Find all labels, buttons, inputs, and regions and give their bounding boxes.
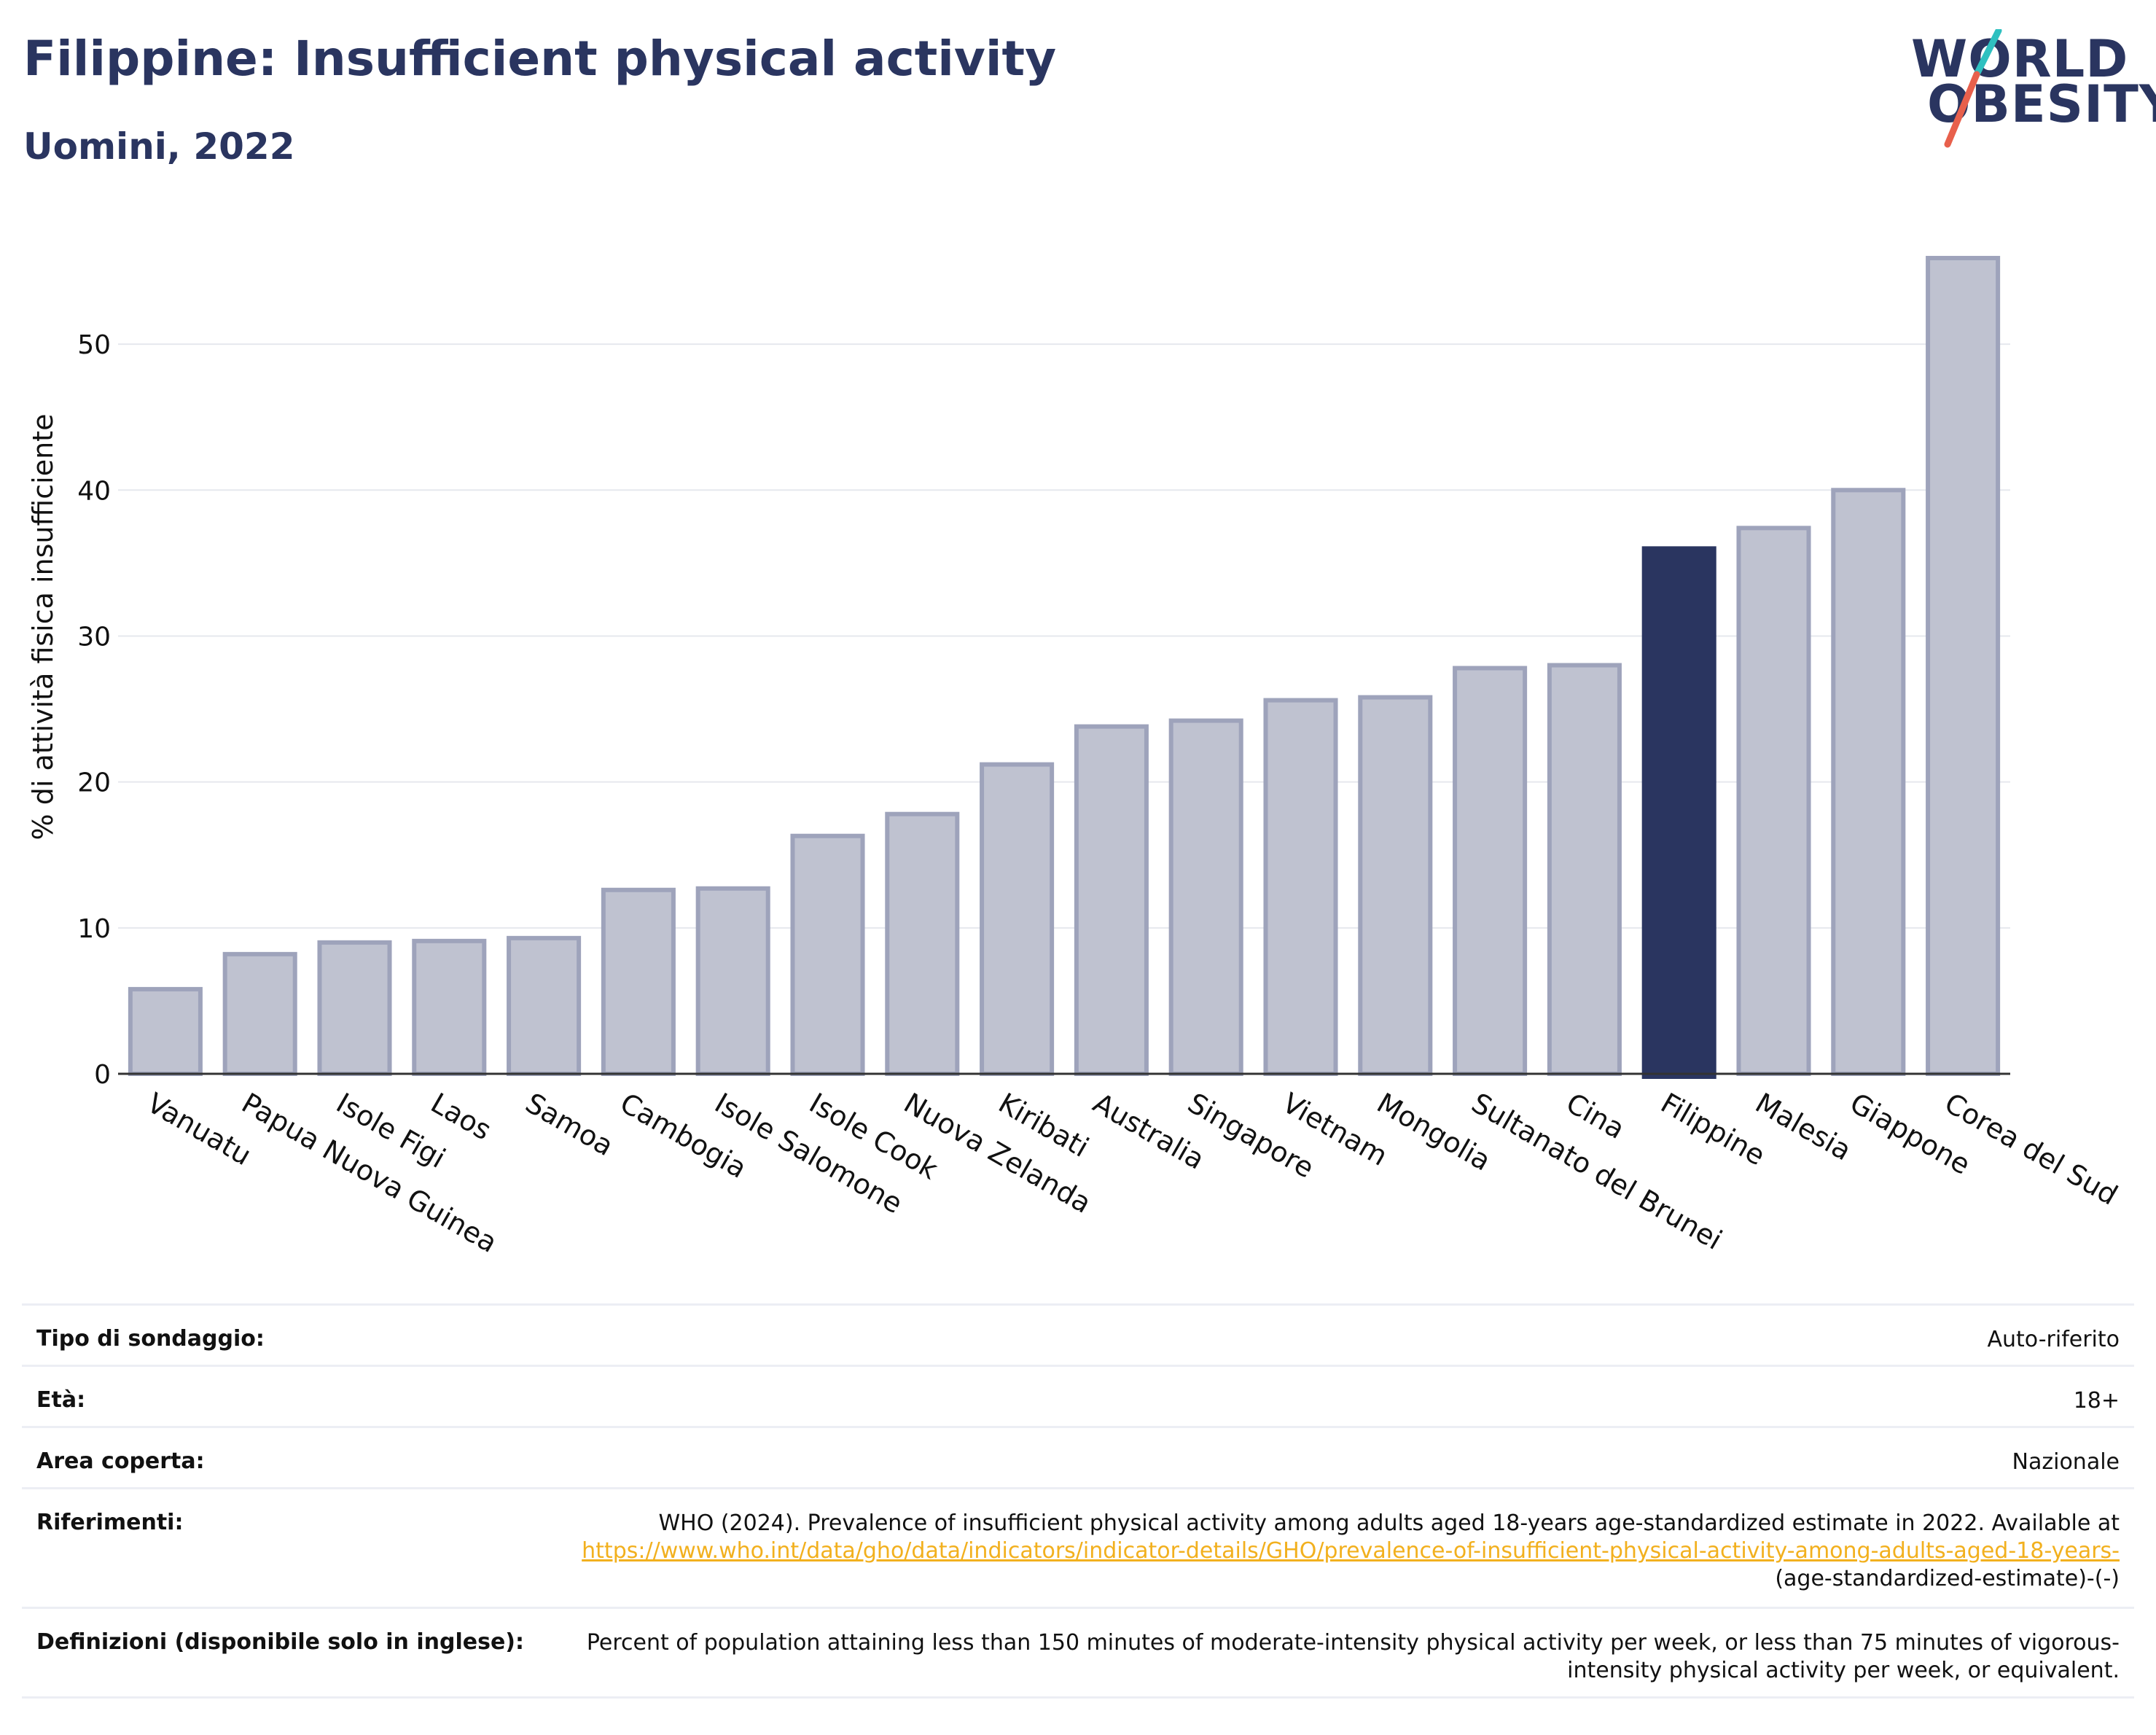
gridlines	[118, 343, 2010, 929]
bar-singapore	[1168, 718, 1243, 1076]
bar-samoa	[507, 935, 582, 1076]
chart-title: Filippine: Insufficient physical activit…	[23, 31, 1057, 87]
bar-malesia	[1736, 526, 1811, 1076]
bar-cambogia	[601, 887, 676, 1076]
bar-vanuatu	[128, 986, 203, 1076]
bar-sultanato-del-brunei	[1453, 666, 1528, 1076]
bars	[128, 256, 2001, 1079]
references-suffix: (age-standardized-estimate)-(-)	[1775, 1566, 2120, 1591]
x-tick-label: Samoa	[520, 1087, 619, 1163]
survey-type-label: Tipo di sondaggio:	[36, 1326, 265, 1352]
y-tick-label: 20	[77, 768, 111, 798]
age-value: 18+	[2073, 1388, 2120, 1414]
survey-type-value: Auto-riferito	[1987, 1327, 2120, 1352]
logo-line-1: WORLD	[1911, 29, 2129, 89]
logo-slash-icon	[1944, 29, 2002, 148]
bar-giappone	[1831, 488, 1906, 1077]
bar-filippine	[1641, 546, 1716, 1079]
bar-nuova-zelanda	[885, 811, 960, 1077]
y-tick-label: 30	[77, 622, 111, 652]
bar-cina	[1547, 663, 1622, 1076]
x-tick-label: Cina	[1561, 1087, 1630, 1145]
definitions-label: Definizioni (disponibile solo in inglese…	[36, 1629, 524, 1655]
metadata-table: Tipo di sondaggio: Auto-riferito Età: 18…	[22, 1303, 2134, 1699]
bar-isole-cook	[790, 833, 865, 1076]
bar-papua-nuova-guinea	[222, 951, 297, 1077]
y-tick-label: 50	[77, 330, 111, 360]
area-label: Area coperta:	[36, 1449, 205, 1474]
x-tick-label: Malesia	[1750, 1087, 1856, 1167]
world-obesity-logo: WORLD OBESITY	[1895, 29, 2156, 160]
bar-vietnam	[1263, 698, 1338, 1076]
references-text: WHO (2024). Prevalence of insufficient p…	[658, 1510, 2120, 1536]
x-tick-label: Filippine	[1655, 1087, 1770, 1172]
bar-australia	[1074, 724, 1149, 1076]
meta-row-age: Età: 18+	[22, 1365, 2134, 1426]
references-label: Riferimenti:	[36, 1510, 184, 1535]
bar-isole-salomone	[695, 886, 770, 1077]
meta-row-survey-type: Tipo di sondaggio: Auto-riferito	[22, 1303, 2134, 1365]
bar-laos	[412, 938, 487, 1076]
bar-isole-figi	[317, 940, 392, 1077]
x-tick-label: Vanuatu	[141, 1087, 257, 1171]
y-axis-label: % di attività fisica insufficiente	[27, 414, 59, 841]
y-tick-label: 40	[77, 476, 111, 506]
y-tick-label: 10	[77, 914, 111, 944]
references-link[interactable]: https://www.who.int/data/gho/data/indica…	[582, 1538, 2120, 1564]
y-axis: 0 10 20 30 40 50	[77, 330, 111, 1090]
bar-corea-del-sud	[1926, 256, 2001, 1077]
bar-kiribati	[980, 762, 1055, 1076]
bar-mongolia	[1358, 695, 1433, 1076]
references-value: WHO (2024). Prevalence of insufficient p…	[531, 1510, 2120, 1593]
meta-row-references: Riferimenti: WHO (2024). Prevalence of i…	[22, 1487, 2134, 1607]
chart-subtitle: Uomini, 2022	[23, 125, 295, 168]
area-value: Nazionale	[2012, 1449, 2120, 1475]
meta-row-definitions: Definizioni (disponibile solo in inglese…	[22, 1607, 2134, 1699]
definitions-value: Percent of population attaining less tha…	[586, 1630, 2120, 1683]
y-tick-label: 0	[94, 1060, 111, 1090]
age-label: Età:	[36, 1387, 86, 1413]
meta-row-area: Area coperta: Nazionale	[22, 1426, 2134, 1487]
